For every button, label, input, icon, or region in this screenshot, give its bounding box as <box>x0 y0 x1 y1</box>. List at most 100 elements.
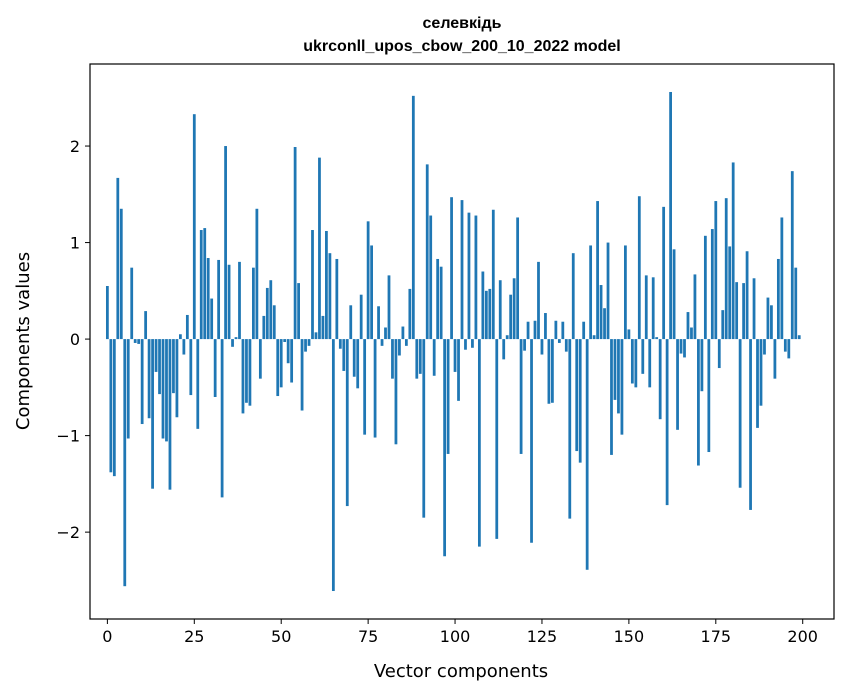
bar <box>359 294 363 340</box>
bar <box>356 339 360 389</box>
bar <box>217 259 221 340</box>
x-tick-label: 125 <box>527 627 558 646</box>
chart-subtitle: ukrconll_upos_cbow_200_10_2022 model <box>303 38 620 55</box>
bar <box>293 147 297 340</box>
bar <box>724 198 728 340</box>
bar <box>349 305 353 340</box>
bar <box>484 290 488 340</box>
bar <box>495 339 499 539</box>
bar <box>297 283 300 340</box>
bar <box>345 339 349 507</box>
bar <box>387 275 391 340</box>
bar <box>304 339 307 352</box>
bar <box>429 215 433 340</box>
bar <box>665 339 669 506</box>
bar <box>189 339 193 396</box>
bar <box>182 339 186 355</box>
bar <box>603 308 606 340</box>
bar <box>606 242 610 340</box>
bar <box>481 271 485 340</box>
bar <box>241 339 245 414</box>
x-axis-label: Vector components <box>374 661 548 682</box>
bar <box>710 229 714 340</box>
bar <box>766 297 770 340</box>
bar <box>318 157 321 340</box>
x-tick-label: 75 <box>358 627 378 646</box>
y-tick-label: 1 <box>70 234 80 253</box>
bar <box>363 339 367 435</box>
bar <box>331 339 335 592</box>
bar <box>477 339 481 547</box>
bar <box>561 321 565 340</box>
bar <box>721 310 725 340</box>
bar <box>283 339 287 342</box>
bar <box>578 339 582 463</box>
bar <box>123 339 127 587</box>
bar <box>655 337 659 340</box>
bar <box>272 305 276 340</box>
bar <box>126 339 130 439</box>
bar <box>210 298 214 340</box>
plot-frame <box>89 63 835 620</box>
bar <box>432 339 436 376</box>
bar <box>544 313 547 340</box>
bar <box>554 320 558 340</box>
x-tick-label: 50 <box>271 627 291 646</box>
bar <box>686 312 690 340</box>
bar <box>679 339 683 354</box>
bar <box>408 288 412 340</box>
x-tick-label: 175 <box>701 627 732 646</box>
bar <box>119 208 123 340</box>
bar <box>735 282 739 340</box>
x-tick-label: 25 <box>184 627 204 646</box>
bar <box>192 114 196 340</box>
bar <box>179 334 182 340</box>
bar <box>512 278 516 340</box>
bar <box>116 177 120 340</box>
bar <box>749 339 752 510</box>
bar <box>523 339 526 351</box>
bar <box>335 258 339 340</box>
bar <box>613 339 617 400</box>
bar <box>717 339 721 369</box>
bar <box>533 320 537 340</box>
bar <box>255 208 259 340</box>
bar <box>227 264 231 340</box>
bar <box>140 339 144 425</box>
bar <box>662 206 666 340</box>
bar <box>443 339 447 557</box>
bar <box>137 339 141 344</box>
bar <box>109 339 113 473</box>
bar <box>773 339 777 379</box>
bar <box>175 339 179 418</box>
bar <box>610 339 613 455</box>
bar <box>728 246 732 340</box>
bar <box>491 209 495 340</box>
bar <box>290 339 294 383</box>
bar <box>248 339 252 406</box>
bar <box>311 230 314 340</box>
bar <box>213 339 217 397</box>
bar <box>756 339 759 428</box>
bar <box>457 339 460 401</box>
bar <box>707 339 711 453</box>
bar <box>252 267 255 340</box>
bar <box>199 230 203 340</box>
bar <box>262 315 266 340</box>
bar <box>509 294 513 340</box>
bar <box>471 339 474 348</box>
bar <box>697 339 700 466</box>
y-tick-label: 0 <box>70 330 80 349</box>
bar <box>425 164 429 340</box>
bar <box>314 332 318 340</box>
bar <box>384 327 387 340</box>
bar <box>224 146 227 340</box>
bar <box>453 339 457 372</box>
bar <box>220 339 224 498</box>
bar <box>787 339 791 359</box>
bar <box>669 91 672 340</box>
bar <box>745 251 749 340</box>
bar <box>231 339 234 347</box>
bar <box>154 339 158 372</box>
